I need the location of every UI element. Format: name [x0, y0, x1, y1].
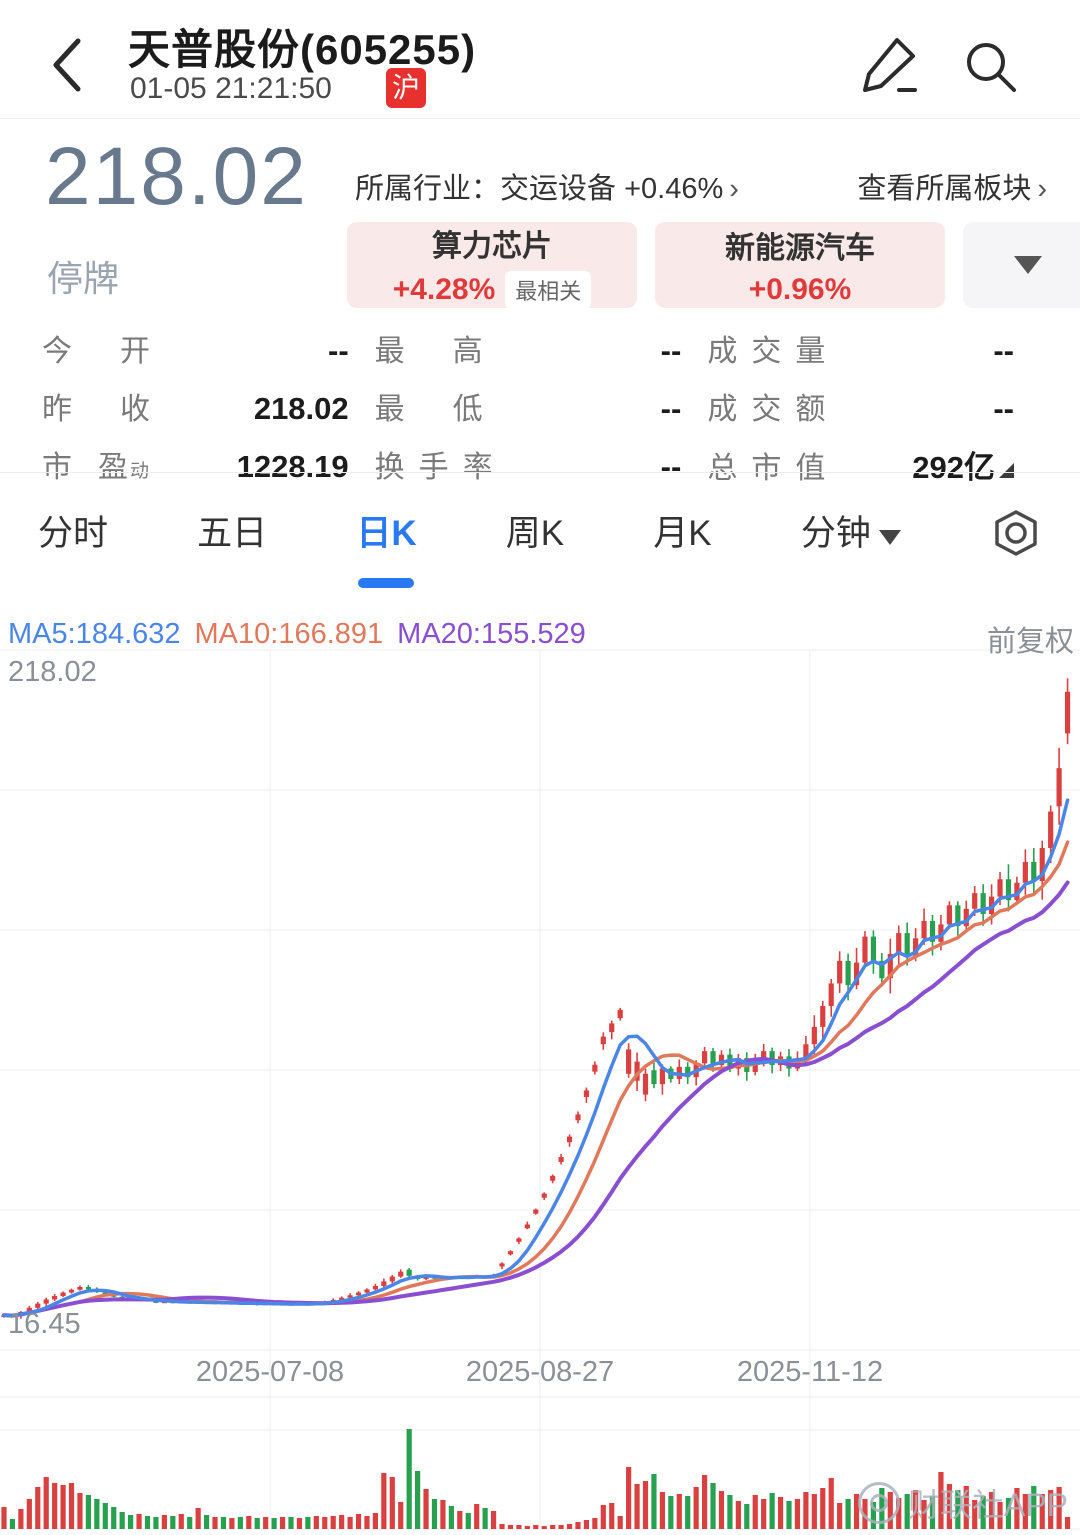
- header-divider: [0, 118, 1080, 119]
- tab-minutes-dropdown[interactable]: 分钟: [801, 505, 901, 560]
- stat-turnover-amount: 成交额 --: [707, 391, 1014, 426]
- stat-pe-ratio: 市盈动 1228.19: [42, 449, 349, 484]
- tab-5day[interactable]: 五日: [197, 514, 268, 553]
- caret-down-icon: [1014, 256, 1042, 274]
- caret-down-icon: [878, 530, 901, 545]
- most-related-badge: 最相关: [505, 271, 592, 309]
- chart-settings-icon[interactable]: [990, 507, 1042, 559]
- quote-timestamp: 01-05 21:21:50: [130, 72, 332, 105]
- y-axis-max-label: 218.02: [8, 656, 97, 688]
- expand-tags-button[interactable]: [963, 222, 1080, 308]
- pe-dynamic-sup: 动: [130, 461, 150, 482]
- concept-tag-nev[interactable]: 新能源汽车 +0.96%: [655, 222, 945, 308]
- tag-change: +4.28%: [392, 273, 496, 306]
- tab-monthly-k[interactable]: 月K: [653, 514, 712, 553]
- app-watermark: 财联社APP: [857, 1480, 1068, 1526]
- period-tab-bar: 分时 五日 日K 周K 月K 分钟: [0, 505, 1080, 588]
- industry-row[interactable]: 所属行业：交运设备 +0.46% ›: [355, 165, 739, 207]
- trading-status: 停牌: [47, 258, 120, 299]
- concept-tag-suanli[interactable]: 算力芯片 +4.28% 最相关: [347, 222, 637, 309]
- page-title: 天普股份(605255): [128, 26, 477, 73]
- tab-weekly-k[interactable]: 周K: [505, 514, 565, 553]
- quote-stats-grid: 今开 -- 最高 -- 成交量 -- 昨收 218.02 最低 -- 成交额 -…: [0, 320, 1080, 487]
- ma10-legend: MA10:166.891: [194, 618, 384, 650]
- chevron-right-icon: ›: [729, 173, 739, 205]
- stat-turnover-rate: 换手率 --: [374, 449, 682, 484]
- edit-icon[interactable]: [855, 32, 921, 98]
- section-divider: [0, 472, 1080, 473]
- expand-corner-icon: [998, 463, 1014, 478]
- stat-prev-close: 昨收 218.02: [42, 391, 349, 426]
- concept-tags-row: 算力芯片 +4.28% 最相关 新能源汽车 +0.96%: [347, 222, 1080, 309]
- y-axis-min-label: 16.45: [8, 1308, 81, 1340]
- tab-daily-k[interactable]: 日K: [356, 505, 417, 588]
- last-price: 218.02: [45, 131, 308, 222]
- stat-open: 今开 --: [42, 333, 349, 368]
- search-icon[interactable]: [958, 34, 1024, 100]
- stat-low: 最低 --: [374, 391, 682, 426]
- kline-chart[interactable]: [0, 620, 1080, 1535]
- stat-high: 最高 --: [374, 333, 682, 368]
- industry-label: 所属行业：: [355, 173, 501, 205]
- ma20-legend: MA20:155.529: [397, 618, 586, 650]
- stat-volume: 成交量 --: [707, 333, 1014, 368]
- chevron-right-icon: ›: [1037, 173, 1047, 205]
- stat-market-cap[interactable]: 总市值 292亿: [707, 442, 1040, 487]
- industry-value: 交运设备 +0.46%: [500, 173, 724, 205]
- back-icon[interactable]: [50, 36, 84, 94]
- ma5-legend: MA5:184.632: [8, 618, 181, 650]
- tag-change: +0.96%: [748, 273, 852, 306]
- adjust-mode-label[interactable]: 前复权: [986, 626, 1074, 658]
- market-badge: 沪: [386, 68, 426, 108]
- ma-legend: MA5:184.632 MA10:166.891 MA20:155.529: [8, 618, 586, 651]
- cailianshe-logo-icon: [857, 1482, 900, 1524]
- tab-minute[interactable]: 分时: [38, 514, 109, 553]
- view-board-link[interactable]: 查看所属板块 ›: [857, 173, 1047, 205]
